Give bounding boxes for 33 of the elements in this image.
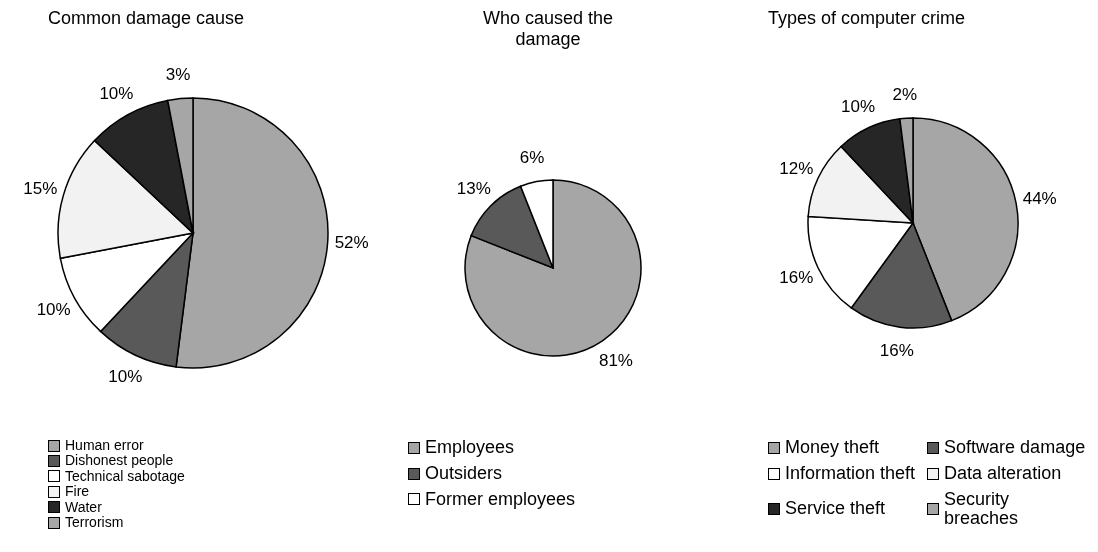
legend-label: Former employees bbox=[424, 488, 576, 510]
data-label: 2% bbox=[892, 84, 918, 104]
chart-title: Types of computer crime bbox=[768, 8, 967, 30]
data-label: 81% bbox=[598, 351, 633, 371]
data-label: 44% bbox=[1022, 189, 1057, 209]
legend-label: Security breaches bbox=[943, 488, 1020, 530]
legend-label: Software damage bbox=[943, 437, 1087, 458]
chart-title: Common damage cause bbox=[48, 8, 246, 30]
legend-label: Water bbox=[64, 498, 103, 515]
legend-label: Dishonest people bbox=[64, 452, 175, 469]
data-label: 16% bbox=[879, 341, 914, 361]
data-label: 52% bbox=[334, 233, 369, 253]
data-label: 10% bbox=[108, 367, 143, 387]
data-label: 6% bbox=[519, 148, 545, 168]
legend-label: Service theft bbox=[784, 497, 887, 521]
legend-label: Outsiders bbox=[424, 462, 504, 484]
legend-label: Terrorism bbox=[64, 513, 125, 531]
data-label: 10% bbox=[36, 300, 71, 320]
chart-title: Who caused the damage bbox=[481, 8, 615, 51]
data-label: 10% bbox=[841, 96, 876, 116]
legend-label: Technical sabotage bbox=[64, 467, 185, 485]
legend-label: Data alteration bbox=[943, 462, 1063, 484]
data-label: 10% bbox=[99, 84, 134, 104]
legend-label: Fire bbox=[64, 483, 91, 500]
legend-label: Money theft bbox=[784, 437, 881, 458]
data-label: 3% bbox=[165, 65, 191, 85]
legend-label: Human error bbox=[64, 437, 145, 454]
legend-label: Employees bbox=[424, 437, 516, 458]
legend-label: Information theft bbox=[784, 462, 916, 484]
data-label: 16% bbox=[779, 268, 814, 288]
data-label: 12% bbox=[779, 158, 814, 178]
data-label: 15% bbox=[23, 179, 58, 199]
data-label: 13% bbox=[456, 179, 491, 199]
